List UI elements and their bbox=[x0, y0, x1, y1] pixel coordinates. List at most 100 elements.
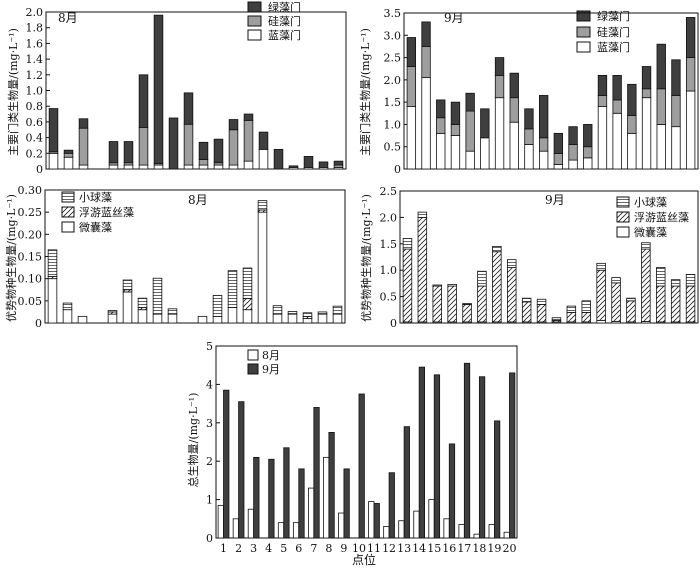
legend-swatch bbox=[61, 221, 75, 233]
bar-segment bbox=[138, 164, 149, 170]
bar-segment bbox=[48, 108, 59, 153]
legend-swatch bbox=[247, 15, 262, 27]
x-tick-label: 14 bbox=[412, 542, 426, 555]
bar-segment bbox=[242, 309, 253, 324]
bar-segment bbox=[417, 211, 428, 218]
bar-segment bbox=[671, 59, 681, 96]
bar-segment bbox=[62, 309, 73, 324]
bar-segment bbox=[465, 92, 475, 112]
bar-segment bbox=[78, 127, 89, 166]
y-tick-label: 2.0 bbox=[26, 6, 44, 19]
bar-segment bbox=[521, 297, 532, 303]
bar bbox=[328, 431, 335, 539]
x-tick-label: 13 bbox=[397, 542, 411, 555]
legend-label: 微囊藻 bbox=[634, 225, 667, 239]
legend-swatch bbox=[616, 226, 630, 238]
bar-segment bbox=[62, 302, 73, 311]
bar-segment bbox=[581, 300, 591, 313]
bar-segment bbox=[78, 164, 89, 170]
bar-segment bbox=[671, 95, 681, 128]
bar-segment bbox=[317, 311, 328, 315]
bar-segment bbox=[152, 313, 163, 324]
bar-segment bbox=[63, 152, 74, 158]
bar-segment bbox=[536, 298, 547, 305]
bar-segment bbox=[402, 248, 413, 323]
bar-segment bbox=[402, 238, 413, 250]
bar bbox=[343, 468, 350, 539]
bar bbox=[247, 508, 255, 539]
bar-segment bbox=[153, 164, 164, 170]
bar-segment bbox=[257, 211, 268, 324]
bar-segment bbox=[406, 37, 417, 67]
legend-swatch bbox=[616, 211, 630, 223]
bar-segment bbox=[536, 304, 547, 323]
bar-segment bbox=[553, 164, 564, 170]
y-tick-label: 3.5 bbox=[384, 7, 402, 20]
legend-label: 浮游蓝丝藻 bbox=[634, 211, 689, 224]
bar-segment bbox=[332, 313, 343, 324]
x-tick-label: 4 bbox=[265, 542, 272, 555]
bar-segment bbox=[509, 121, 519, 170]
bar-segment bbox=[581, 312, 591, 323]
bar-segment bbox=[450, 135, 461, 170]
bar-segment bbox=[417, 216, 428, 323]
bar-segment bbox=[494, 57, 505, 76]
bar-segment bbox=[122, 279, 133, 291]
bar-segment bbox=[242, 267, 253, 300]
legend-label: 硅藻门 bbox=[268, 14, 301, 28]
panel3-ylabel: 优势物种生物量/(mg·L⁻¹) bbox=[4, 194, 18, 322]
x-tick-label: 6 bbox=[295, 542, 302, 555]
bar-segment bbox=[258, 148, 269, 170]
bar-segment bbox=[213, 138, 224, 164]
bar-segment bbox=[566, 305, 577, 313]
bar-segment bbox=[685, 57, 696, 92]
legend-swatch bbox=[61, 191, 75, 203]
legend-label: 8月 bbox=[262, 349, 280, 362]
legend-label: 绿藻门 bbox=[268, 0, 301, 14]
bar-segment bbox=[302, 312, 313, 317]
bar bbox=[488, 524, 495, 539]
bar-segment bbox=[317, 313, 328, 324]
bar-segment bbox=[671, 126, 681, 170]
x-tick-label: 16 bbox=[442, 542, 456, 555]
bar-segment bbox=[596, 269, 606, 321]
legend-swatch bbox=[576, 41, 591, 53]
bar bbox=[463, 362, 471, 539]
y-tick-label: 0.4 bbox=[26, 132, 44, 145]
bar-segment bbox=[641, 242, 651, 250]
bar bbox=[373, 503, 380, 539]
bar-segment bbox=[167, 308, 178, 315]
bar-segment bbox=[272, 313, 283, 324]
x-tick-label: 9 bbox=[340, 542, 347, 555]
bar-segment bbox=[107, 310, 118, 313]
y-tick-label: 0.8 bbox=[26, 100, 44, 113]
legend-swatch bbox=[61, 206, 75, 218]
legend-label: 小球藻 bbox=[634, 195, 667, 209]
bar bbox=[217, 504, 224, 539]
bar-segment bbox=[447, 284, 457, 287]
y-tick-label: 1.6 bbox=[26, 37, 44, 50]
bar-segment bbox=[568, 126, 578, 145]
legend-swatch bbox=[247, 1, 262, 13]
bar-segment bbox=[123, 164, 134, 170]
bar-segment bbox=[77, 315, 88, 324]
panel2-title: 9月 bbox=[444, 11, 464, 25]
panel4-legend: 小球藻 浮游蓝丝藻 微囊藻 bbox=[616, 195, 689, 239]
bar-segment bbox=[656, 285, 666, 323]
y-tick-label: 0.30 bbox=[18, 184, 43, 197]
bar-segment bbox=[421, 21, 431, 47]
bar-segment bbox=[553, 132, 564, 154]
bar-segment bbox=[685, 274, 696, 287]
bar-segment bbox=[227, 307, 238, 324]
bar-segment bbox=[123, 141, 134, 164]
bar bbox=[413, 510, 420, 539]
y-tick-label: 0.15 bbox=[18, 251, 43, 264]
x-tick-label: 17 bbox=[457, 542, 471, 555]
bar-segment bbox=[538, 95, 549, 139]
bar-segment bbox=[243, 119, 254, 162]
bar-segment bbox=[213, 164, 224, 170]
bar-segment bbox=[227, 270, 238, 308]
y-tick-label: 1.4 bbox=[26, 53, 44, 66]
bar-segment bbox=[272, 305, 283, 315]
panel2-legend: 绿藻门 硅藻门 蓝藻门 bbox=[576, 9, 630, 54]
